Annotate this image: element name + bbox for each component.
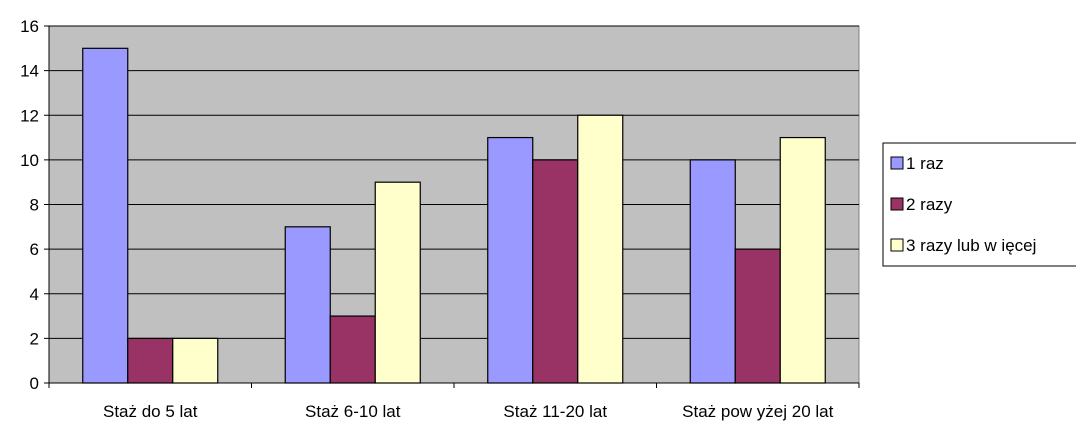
y-tick-label: 16 (20, 17, 39, 36)
y-tick-label: 6 (30, 240, 39, 259)
legend-swatch (890, 238, 904, 252)
legend-swatch (890, 156, 904, 170)
y-tick-label: 14 (20, 62, 39, 81)
x-category-label: Staż 6-10 lat (305, 402, 401, 421)
y-tick-label: 4 (30, 285, 39, 304)
legend: 1 raz 2 razy 3 razy lub w ięcej (882, 142, 1076, 267)
bar-1 (689, 159, 736, 384)
legend-box (882, 142, 1076, 267)
bar-3 (779, 136, 826, 384)
bar-2 (734, 248, 781, 384)
y-tick-label: 2 (30, 329, 39, 348)
y-tick-label: 0 (30, 374, 39, 393)
legend-label: 3 razy lub w ięcej (906, 236, 1036, 255)
x-category-label: Staż 11-20 lat (503, 402, 607, 421)
bar-1 (487, 136, 534, 384)
bar-2 (532, 159, 579, 384)
y-tick-label: 8 (30, 196, 39, 215)
axes (44, 25, 860, 388)
bar-3 (577, 114, 624, 384)
y-tick-labels: 0 2 4 6 8 10 12 14 16 (20, 17, 39, 393)
legend-label: 2 razy (906, 195, 953, 214)
x-category-labels: Staż do 5 lat Staż 6-10 lat Staż 11-20 lat… (103, 402, 834, 421)
y-tick-label: 12 (20, 106, 39, 125)
y-tick-label: 10 (20, 151, 39, 170)
bar-1 (82, 47, 129, 384)
x-category-label: Staż do 5 lat (103, 402, 198, 421)
bar-1 (284, 226, 331, 384)
bar-2 (127, 337, 174, 384)
bar-2 (329, 315, 376, 384)
bars (82, 47, 826, 384)
bar-3 (374, 181, 421, 384)
legend-label: 1 raz (906, 154, 944, 173)
bar-3 (172, 337, 219, 384)
x-category-label: Staż pow yżej 20 lat (682, 402, 833, 421)
legend-swatch (890, 197, 904, 211)
